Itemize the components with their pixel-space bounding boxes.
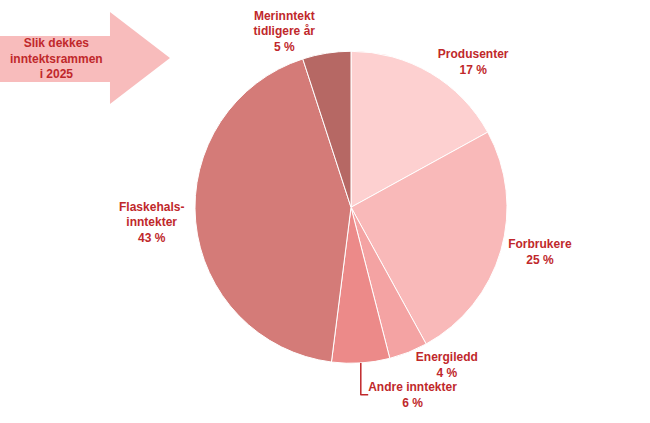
svg-text:Flaskehals-inntekter43 %: Flaskehals-inntekter43 % — [119, 200, 184, 245]
svg-text:Andre inntekter6 %: Andre inntekter6 % — [368, 380, 457, 410]
svg-text:Slik dekkesinntektsrammeni 202: Slik dekkesinntektsrammeni 2025 — [10, 36, 103, 81]
svg-text:Produsenter17 %: Produsenter17 % — [438, 47, 509, 77]
svg-text:Merinntekttidligere år5 %: Merinntekttidligere år5 % — [254, 9, 316, 54]
svg-text:Energiledd4 %: Energiledd4 % — [416, 350, 478, 380]
svg-text:Forbrukere25 %: Forbrukere25 % — [508, 237, 572, 267]
